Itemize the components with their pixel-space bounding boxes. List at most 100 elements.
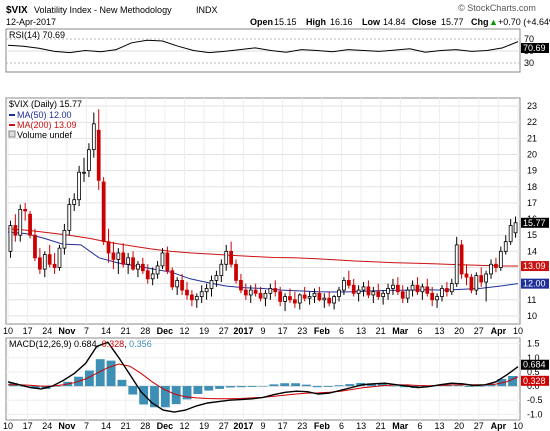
x-axis-label-bottom: 12 [180,421,190,431]
candle-body [185,289,189,296]
candle-body [140,263,145,272]
candle-body [62,229,67,249]
candle-body [322,297,327,301]
ma200-line [7,228,519,267]
candle-body [77,171,81,201]
candle-body [273,288,278,293]
x-axis-label: Nov [58,326,75,336]
x-axis-label: 17 [278,326,288,336]
x-axis-label-bottom: 10 [3,421,13,431]
x-axis-label: 2017 [233,326,253,336]
macd-badges: 0.684 0.328 [521,359,549,386]
candle-body [445,288,449,293]
macd-badge: 0.684 [523,360,546,370]
x-axis-label: Feb [314,326,331,336]
candle-body [494,263,498,268]
candle-body [116,252,121,260]
x-axis-label: 6 [417,326,422,336]
x-axis-label: 27 [474,326,484,336]
candle-body [278,291,283,302]
candle-body [376,291,381,297]
candle-body [23,208,28,212]
candle-body [454,244,459,285]
x-axis-label-bottom: 17 [278,421,288,431]
macd-tick-label: 0.5 [527,367,540,377]
candle-body [395,284,400,293]
x-axis-label-bottom: 2017 [233,421,253,431]
macd-hist-bar [269,384,279,387]
candles [8,109,518,312]
candle-body [263,292,268,299]
candle-body [101,181,106,243]
candle-body [498,250,503,268]
candle-body [243,289,248,296]
candle-body [204,288,209,293]
price-grid [6,98,520,324]
macd-hist-bar [171,386,181,405]
candle-body [366,286,371,296]
macd-hist-bar [258,386,268,387]
candle-body [293,299,297,304]
candle-body [131,257,135,270]
macd-badge-bg [521,359,549,370]
volume-legend-swatch [8,130,16,138]
macd-hist-bar [30,386,40,389]
rsi-line [7,39,519,54]
x-axis-label-bottom: 13 [356,421,366,431]
macd-hist-bar [160,386,170,408]
price-tick-label: 19 [527,166,537,176]
x-axis-label-bottom: Mar [392,421,409,431]
x-axis-labels: 10 17 24 Nov 7 14 21 28 Dec 12 19 27 2017 9 17 23 Feb 6 13… [3,326,523,336]
x-axis-label-bottom: Apr [491,421,507,431]
low-label: Low [362,17,381,27]
candle-body [126,257,131,265]
price-tick-label: 20 [527,150,537,160]
candle-body [253,289,258,294]
macd-tick-label: 1.0 [527,353,540,363]
candle-body [400,291,405,299]
candle-body [317,292,322,301]
macd-hist-bar [464,386,474,387]
candle-body [145,270,150,280]
x-axis-label-bottom: 13 [435,421,445,431]
candle-body [57,247,62,268]
high-label: High [306,17,326,27]
candle-body [430,292,435,301]
ma50-line [7,231,519,293]
candle-body [38,257,42,270]
rsi-tick-70: 70 [524,34,534,44]
macd-hist-bar [508,376,517,387]
candle-body [351,284,356,294]
x-axis-label: 17 [23,326,33,336]
candle-body [361,286,366,291]
x-axis-label: 14 [101,326,111,336]
chg-arrow: ▲ [489,17,498,27]
macd-hist-bar [453,385,463,387]
macd-hist-bar [215,386,225,389]
macd-tick-label: -0.5 [527,395,543,405]
ma200-line-group [7,228,519,267]
candle-body [219,263,224,276]
macd-hist-bar [128,386,138,395]
candle-body [356,289,361,294]
x-axis-label: 20 [454,326,464,336]
close-badge: 15.77 [523,218,546,228]
candle-body [150,273,155,280]
candle-body [121,252,126,265]
candle-body [194,296,199,301]
candle-body [410,284,415,291]
macd-line [7,341,519,413]
candle-body [170,270,175,288]
x-axis-label-bottom: 7 [84,421,89,431]
price-tick-label: 23 [527,101,537,111]
close-label: Close [412,17,437,27]
price-tick-label: 14 [527,246,537,256]
high-value: 16.16 [330,17,353,27]
candle-body [28,213,32,236]
x-axis-labels-bottom: 10 17 24 Nov 7 14 21 28 Dec 12 19 27 2017 9 17 23 Feb 6 13… [3,421,523,431]
macd-hist-bar [280,383,290,387]
candle-body [258,292,263,299]
macd-hist-bar [301,384,311,387]
